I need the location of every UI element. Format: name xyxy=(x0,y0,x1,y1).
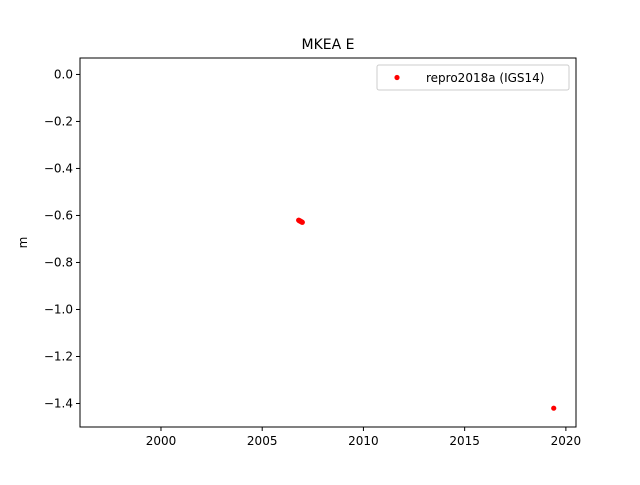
y-tick-label: −1.0 xyxy=(44,302,73,316)
x-tick-label: 2005 xyxy=(247,434,278,448)
x-axis: 2000 2005 2010 2015 2020 xyxy=(146,427,581,448)
y-tick-label: −0.8 xyxy=(44,255,73,269)
plot-frame xyxy=(79,57,577,428)
x-tick-label: 2020 xyxy=(551,434,582,448)
y-axis-label: m xyxy=(16,237,30,249)
legend-label: repro2018a (IGS14) xyxy=(426,71,544,85)
data-point xyxy=(551,405,557,411)
y-tick-label: 0.0 xyxy=(54,67,73,81)
y-tick-label: −1.2 xyxy=(44,349,73,363)
y-tick-label: −1.4 xyxy=(44,396,73,410)
x-tick-label: 2000 xyxy=(146,434,177,448)
data-point xyxy=(299,219,305,225)
x-tick-label: 2015 xyxy=(449,434,480,448)
y-tick-label: −0.6 xyxy=(44,208,73,222)
y-tick-label: −0.2 xyxy=(44,114,73,128)
legend-marker xyxy=(394,74,400,81)
x-tick-label: 2010 xyxy=(348,434,379,448)
y-tick-label: −0.4 xyxy=(44,161,73,175)
plot-area xyxy=(80,58,576,427)
legend-box xyxy=(376,64,570,91)
data-points xyxy=(296,217,557,411)
legend: repro2018a (IGS14) xyxy=(376,64,570,91)
chart-title: MKEA E xyxy=(302,37,355,53)
y-axis: 0.0 −0.2 −0.4 −0.6 −0.8 −1.0 −1.2 −1.4 xyxy=(44,67,80,410)
